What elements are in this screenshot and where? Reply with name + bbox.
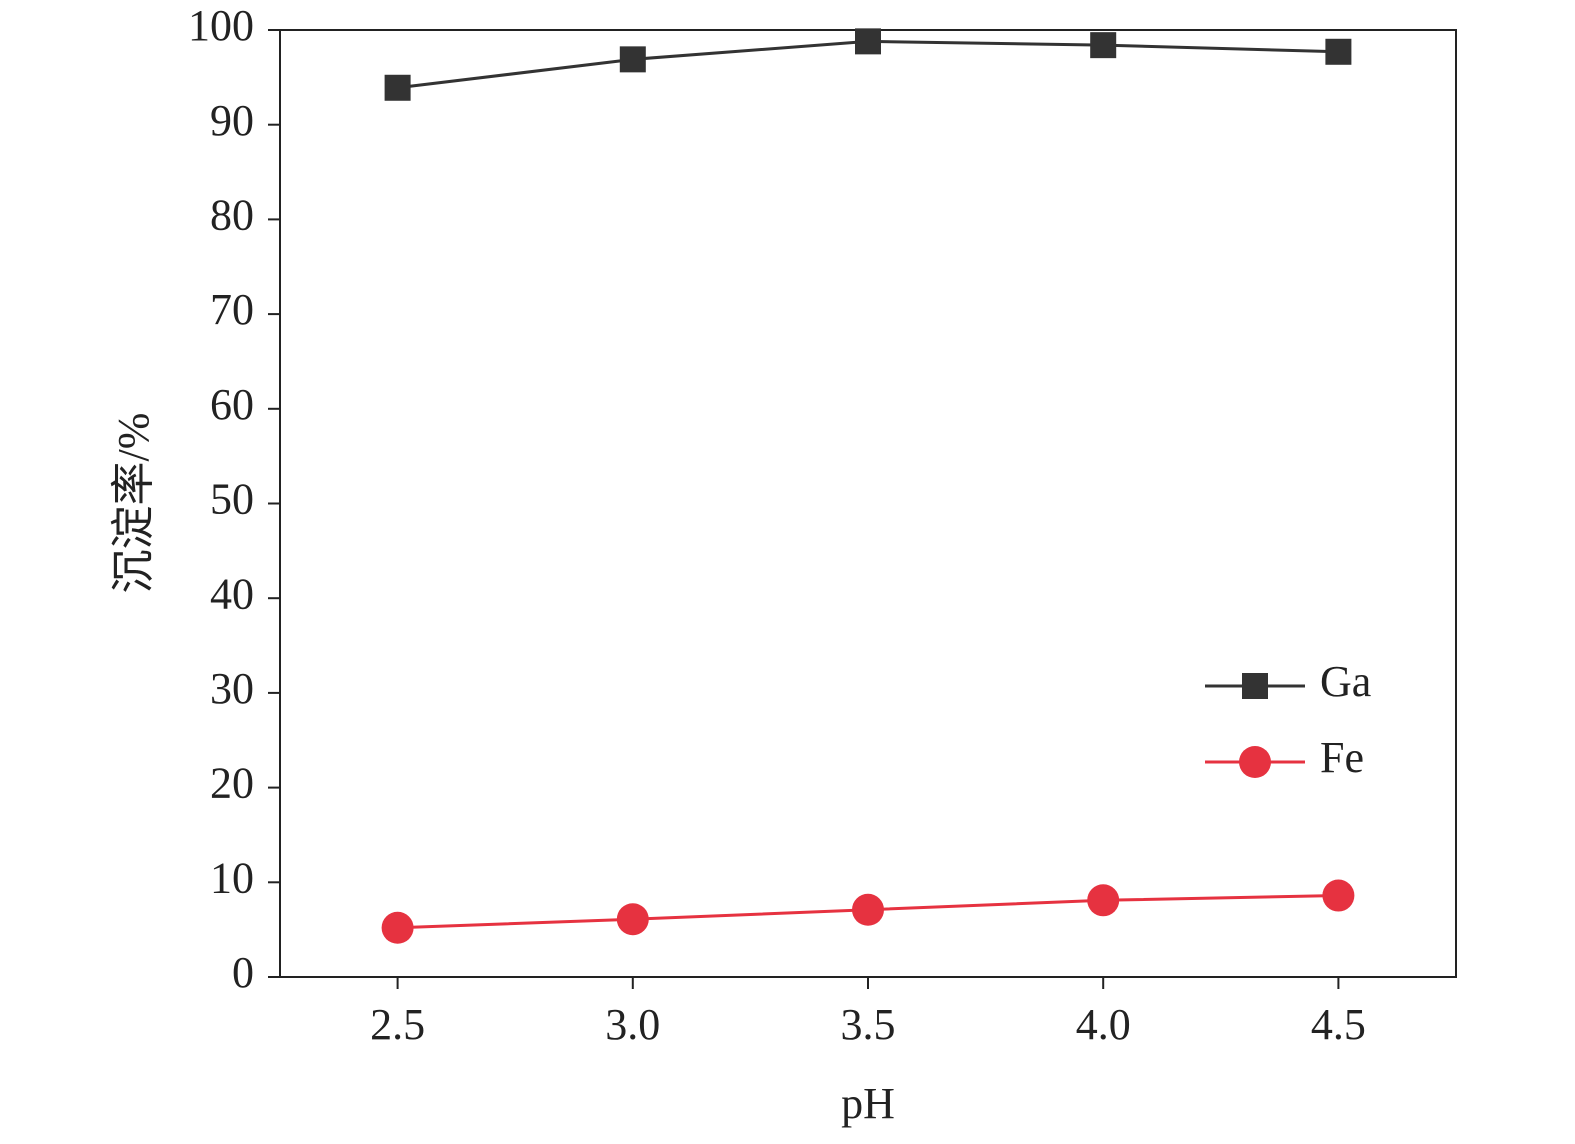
- marker: [1325, 38, 1352, 65]
- marker: [616, 903, 649, 936]
- y-tick-label: 40: [210, 569, 254, 618]
- marker: [1087, 884, 1120, 917]
- y-axis-label: 沉淀率/%: [109, 413, 158, 594]
- marker: [1090, 32, 1117, 59]
- marker: [855, 28, 881, 55]
- x-tick-label: 3.0: [605, 1000, 660, 1049]
- y-tick-label: 20: [210, 759, 254, 808]
- x-tick-label: 3.5: [841, 1000, 896, 1049]
- legend-label: Fe: [1320, 733, 1364, 782]
- marker: [1322, 879, 1355, 912]
- marker: [852, 893, 884, 926]
- legend-label: Ga: [1320, 657, 1371, 706]
- marker: [381, 911, 414, 944]
- y-tick-label: 10: [210, 853, 254, 902]
- marker: [619, 46, 646, 73]
- y-tick-label: 30: [210, 664, 254, 713]
- y-tick-label: 80: [210, 190, 254, 239]
- legend-marker: [1242, 673, 1268, 699]
- x-axis-label: pH: [841, 1079, 895, 1128]
- x-tick-label: 4.0: [1076, 1000, 1131, 1049]
- y-tick-label: 70: [210, 285, 254, 334]
- y-tick-label: 60: [210, 380, 254, 429]
- y-tick-label: 90: [210, 96, 254, 145]
- y-tick-label: 50: [210, 475, 254, 524]
- legend-marker: [1239, 746, 1271, 778]
- y-tick-label: 100: [188, 1, 254, 50]
- plot-frame: [279, 29, 1457, 978]
- y-tick-label: 0: [232, 948, 254, 997]
- x-tick-label: 4.5: [1311, 1000, 1366, 1049]
- marker: [384, 74, 411, 101]
- x-tick-label: 2.5: [370, 1000, 425, 1049]
